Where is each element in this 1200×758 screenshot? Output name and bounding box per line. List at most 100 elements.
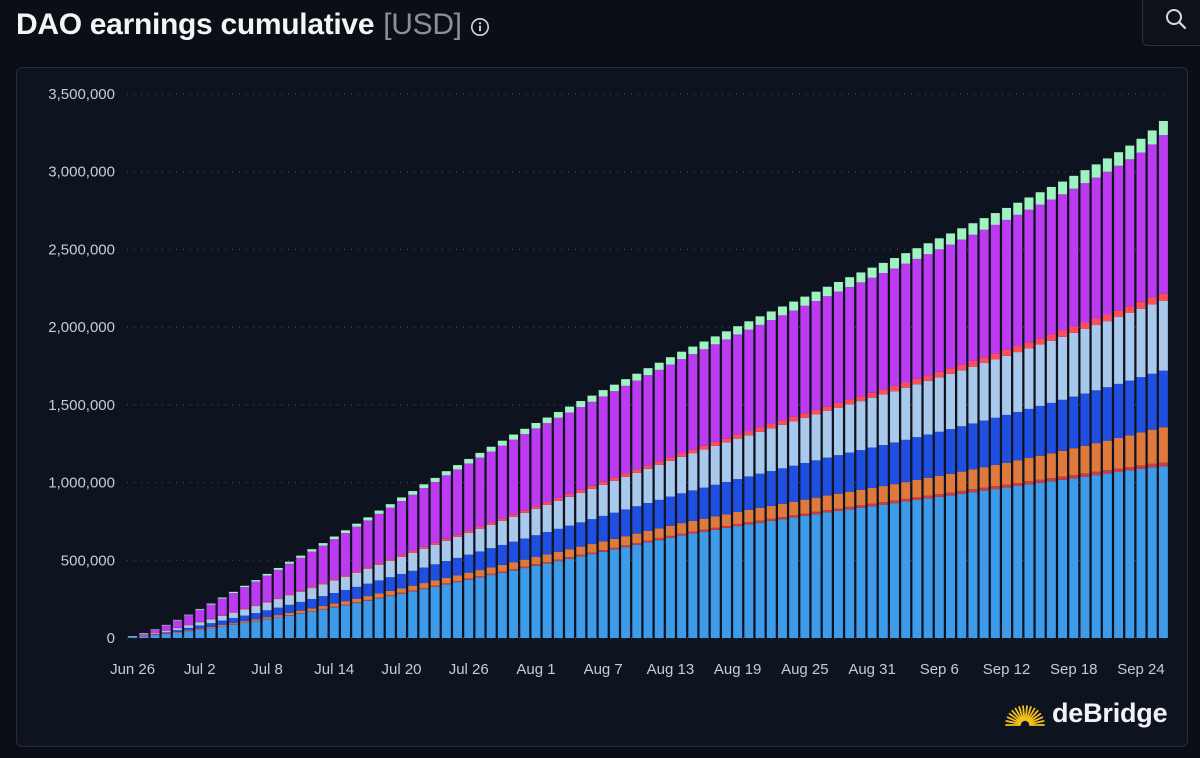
bar-stack[interactable]	[755, 316, 765, 638]
bar-stack[interactable]	[296, 555, 306, 638]
bar-stack[interactable]	[150, 629, 160, 638]
bar-stack[interactable]	[912, 248, 922, 638]
bar-stack[interactable]	[486, 446, 496, 638]
bar-stack[interactable]	[721, 331, 731, 638]
bar-stack[interactable]	[520, 428, 530, 638]
bar-stack[interactable]	[374, 510, 384, 638]
bar-stack[interactable]	[800, 296, 810, 638]
search-button[interactable]	[1142, 0, 1200, 46]
bar-stack[interactable]	[553, 412, 563, 638]
bar-stack[interactable]	[464, 458, 474, 638]
bar-stack[interactable]	[509, 434, 519, 638]
bar-stack[interactable]	[968, 223, 978, 638]
bar-stack[interactable]	[957, 228, 967, 638]
bar-stack[interactable]	[497, 440, 507, 638]
bar-stack[interactable]	[307, 549, 317, 638]
bar-stack[interactable]	[329, 536, 339, 638]
bar-stack[interactable]	[845, 277, 855, 638]
bar-stack[interactable]	[699, 341, 709, 638]
bar-stack[interactable]	[341, 530, 350, 638]
bar-stack[interactable]	[901, 253, 911, 638]
bar-stack[interactable]	[1147, 130, 1157, 638]
bar-stack[interactable]	[733, 326, 743, 638]
bar-stack[interactable]	[1013, 202, 1023, 638]
bar-stack[interactable]	[1002, 207, 1012, 638]
bar-stack[interactable]	[587, 395, 597, 638]
bar-stack[interactable]	[609, 384, 619, 638]
bar-stack[interactable]	[856, 272, 866, 638]
bar-stack[interactable]	[284, 561, 294, 638]
bar-stack[interactable]	[833, 281, 843, 638]
bar-stack[interactable]	[475, 452, 485, 638]
bar-stack[interactable]	[890, 258, 899, 638]
bar-stack[interactable]	[139, 633, 149, 638]
bar-stack[interactable]	[1125, 145, 1135, 638]
bar-stack[interactable]	[1046, 186, 1056, 638]
bar-segment	[497, 572, 507, 638]
bar-stack[interactable]	[811, 291, 821, 638]
bar-stack[interactable]	[1024, 197, 1034, 638]
bar-stack[interactable]	[128, 636, 138, 638]
bar-stack[interactable]	[195, 608, 205, 638]
bar-stack[interactable]	[1136, 138, 1146, 638]
bar-stack[interactable]	[1069, 175, 1079, 638]
bar-stack[interactable]	[273, 567, 283, 638]
bar-stack[interactable]	[352, 523, 362, 638]
bar-stack[interactable]	[990, 213, 1000, 638]
bar-stack[interactable]	[441, 471, 451, 638]
bar-stack[interactable]	[934, 238, 944, 638]
bar-stack[interactable]	[822, 286, 832, 638]
bar-stack[interactable]	[979, 218, 989, 638]
bar-stack[interactable]	[161, 624, 171, 638]
bar-stack[interactable]	[206, 603, 216, 638]
bar-stack[interactable]	[318, 543, 328, 638]
bar-stack[interactable]	[665, 357, 675, 638]
bar-stack[interactable]	[228, 591, 238, 638]
bar-stack[interactable]	[946, 233, 955, 638]
bar-stack[interactable]	[397, 497, 406, 638]
bar-stack[interactable]	[654, 362, 664, 638]
bar-stack[interactable]	[565, 406, 575, 638]
bar-stack[interactable]	[430, 477, 440, 638]
bar-stack[interactable]	[789, 301, 799, 638]
bar-stack[interactable]	[878, 262, 888, 638]
bar-stack[interactable]	[453, 465, 463, 638]
bar-stack[interactable]	[867, 267, 877, 638]
bar-stack[interactable]	[643, 368, 653, 638]
bar-segment	[497, 571, 507, 573]
bar-stack[interactable]	[217, 597, 227, 638]
info-icon[interactable]	[470, 17, 490, 37]
bar-stack[interactable]	[385, 504, 395, 638]
bar-stack[interactable]	[576, 401, 586, 638]
bar-stack[interactable]	[262, 573, 272, 638]
bar-stack[interactable]	[710, 336, 720, 638]
bar-stack[interactable]	[1058, 181, 1068, 638]
bar-stack[interactable]	[766, 311, 776, 638]
bar-stack[interactable]	[1035, 192, 1045, 638]
bar-stack[interactable]	[744, 321, 754, 638]
bar-stack[interactable]	[677, 351, 687, 638]
bar-stack[interactable]	[363, 517, 373, 638]
bar-segment	[654, 499, 664, 529]
bar-stack[interactable]	[240, 585, 250, 638]
bar-stack[interactable]	[621, 379, 631, 638]
bar-stack[interactable]	[531, 422, 541, 638]
bar-stack[interactable]	[632, 373, 642, 638]
bar-stack[interactable]	[777, 306, 787, 638]
bar-stack[interactable]	[1158, 120, 1168, 638]
bar-stack[interactable]	[1080, 170, 1090, 638]
bar-stack[interactable]	[1091, 164, 1101, 638]
bar-stack[interactable]	[419, 484, 429, 638]
bar-segment	[251, 620, 261, 622]
bar-stack[interactable]	[251, 580, 261, 638]
bar-stack[interactable]	[542, 417, 552, 638]
bar-stack[interactable]	[408, 491, 418, 638]
bar-stack[interactable]	[184, 614, 194, 638]
bar-stack[interactable]	[923, 243, 933, 638]
bar-segment	[296, 591, 306, 602]
bar-stack[interactable]	[1114, 152, 1124, 638]
bar-stack[interactable]	[1102, 158, 1112, 638]
bar-stack[interactable]	[688, 346, 698, 638]
bar-stack[interactable]	[172, 619, 182, 638]
bar-stack[interactable]	[598, 390, 608, 638]
